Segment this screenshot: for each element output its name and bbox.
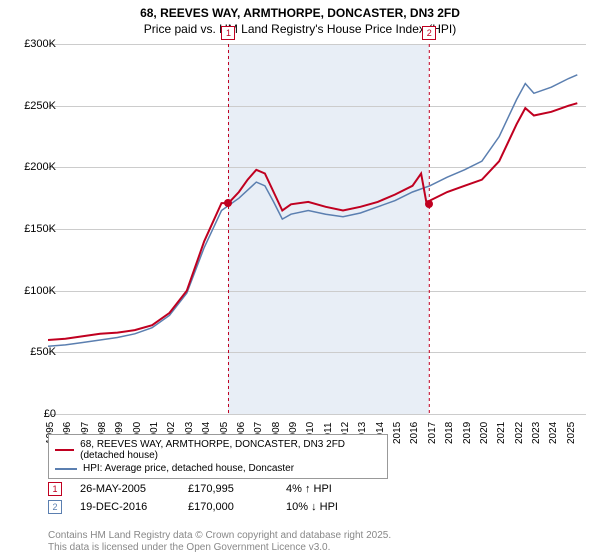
x-tick-label: 2016 (409, 422, 420, 444)
line-plot (48, 44, 586, 414)
sale-marker-flag: 1 (221, 26, 235, 40)
legend-item: HPI: Average price, detached house, Donc… (55, 462, 381, 475)
legend-label: HPI: Average price, detached house, Donc… (83, 463, 294, 474)
y-tick-label: £100K (24, 285, 56, 297)
sale-date: 26-MAY-2005 (80, 483, 170, 495)
sale-marker-flag: 2 (422, 26, 436, 40)
sale-diff: 10% ↓ HPI (286, 501, 366, 513)
x-tick-label: 2017 (427, 422, 438, 444)
chart-title-line1: 68, REEVES WAY, ARMTHORPE, DONCASTER, DN… (0, 0, 600, 22)
sale-price: £170,995 (188, 483, 268, 495)
footer-line1: Contains HM Land Registry data © Crown c… (48, 530, 391, 542)
x-tick-label: 2015 (392, 422, 403, 444)
hpi-line (48, 75, 577, 346)
legend-label: 68, REEVES WAY, ARMTHORPE, DONCASTER, DN… (80, 439, 381, 461)
sale-diff: 4% ↑ HPI (286, 483, 366, 495)
sale-dot (224, 199, 232, 207)
sale-dot (425, 200, 433, 208)
x-tick-label: 2021 (496, 422, 507, 444)
sale-row: 1 26-MAY-2005 £170,995 4% ↑ HPI (48, 480, 366, 498)
footer-attribution: Contains HM Land Registry data © Crown c… (48, 530, 391, 554)
y-tick-label: £150K (24, 223, 56, 235)
legend-swatch (55, 449, 74, 451)
chart-area: 12 (48, 44, 586, 414)
x-tick-label: 2025 (566, 422, 577, 444)
x-tick-label: 2018 (444, 422, 455, 444)
footer-line2: This data is licensed under the Open Gov… (48, 542, 391, 554)
legend-item: 68, REEVES WAY, ARMTHORPE, DONCASTER, DN… (55, 438, 381, 462)
sale-date: 19-DEC-2016 (80, 501, 170, 513)
x-tick-label: 2022 (514, 422, 525, 444)
sale-row: 2 19-DEC-2016 £170,000 10% ↓ HPI (48, 498, 366, 516)
legend-swatch (55, 468, 77, 470)
y-tick-label: £300K (24, 38, 56, 50)
x-tick-label: 2023 (531, 422, 542, 444)
y-tick-label: £250K (24, 100, 56, 112)
chart-title-line2: Price paid vs. HM Land Registry's House … (0, 22, 600, 40)
y-tick-label: £50K (30, 346, 56, 358)
y-tick-label: £200K (24, 161, 56, 173)
sale-marker-box: 2 (48, 500, 62, 514)
sale-marker-box: 1 (48, 482, 62, 496)
y-tick-label: £0 (44, 408, 56, 420)
x-tick-label: 2019 (462, 422, 473, 444)
sales-table: 1 26-MAY-2005 £170,995 4% ↑ HPI 2 19-DEC… (48, 480, 366, 516)
sale-price: £170,000 (188, 501, 268, 513)
x-tick-label: 2020 (479, 422, 490, 444)
legend: 68, REEVES WAY, ARMTHORPE, DONCASTER, DN… (48, 434, 388, 479)
x-tick-label: 2024 (548, 422, 559, 444)
